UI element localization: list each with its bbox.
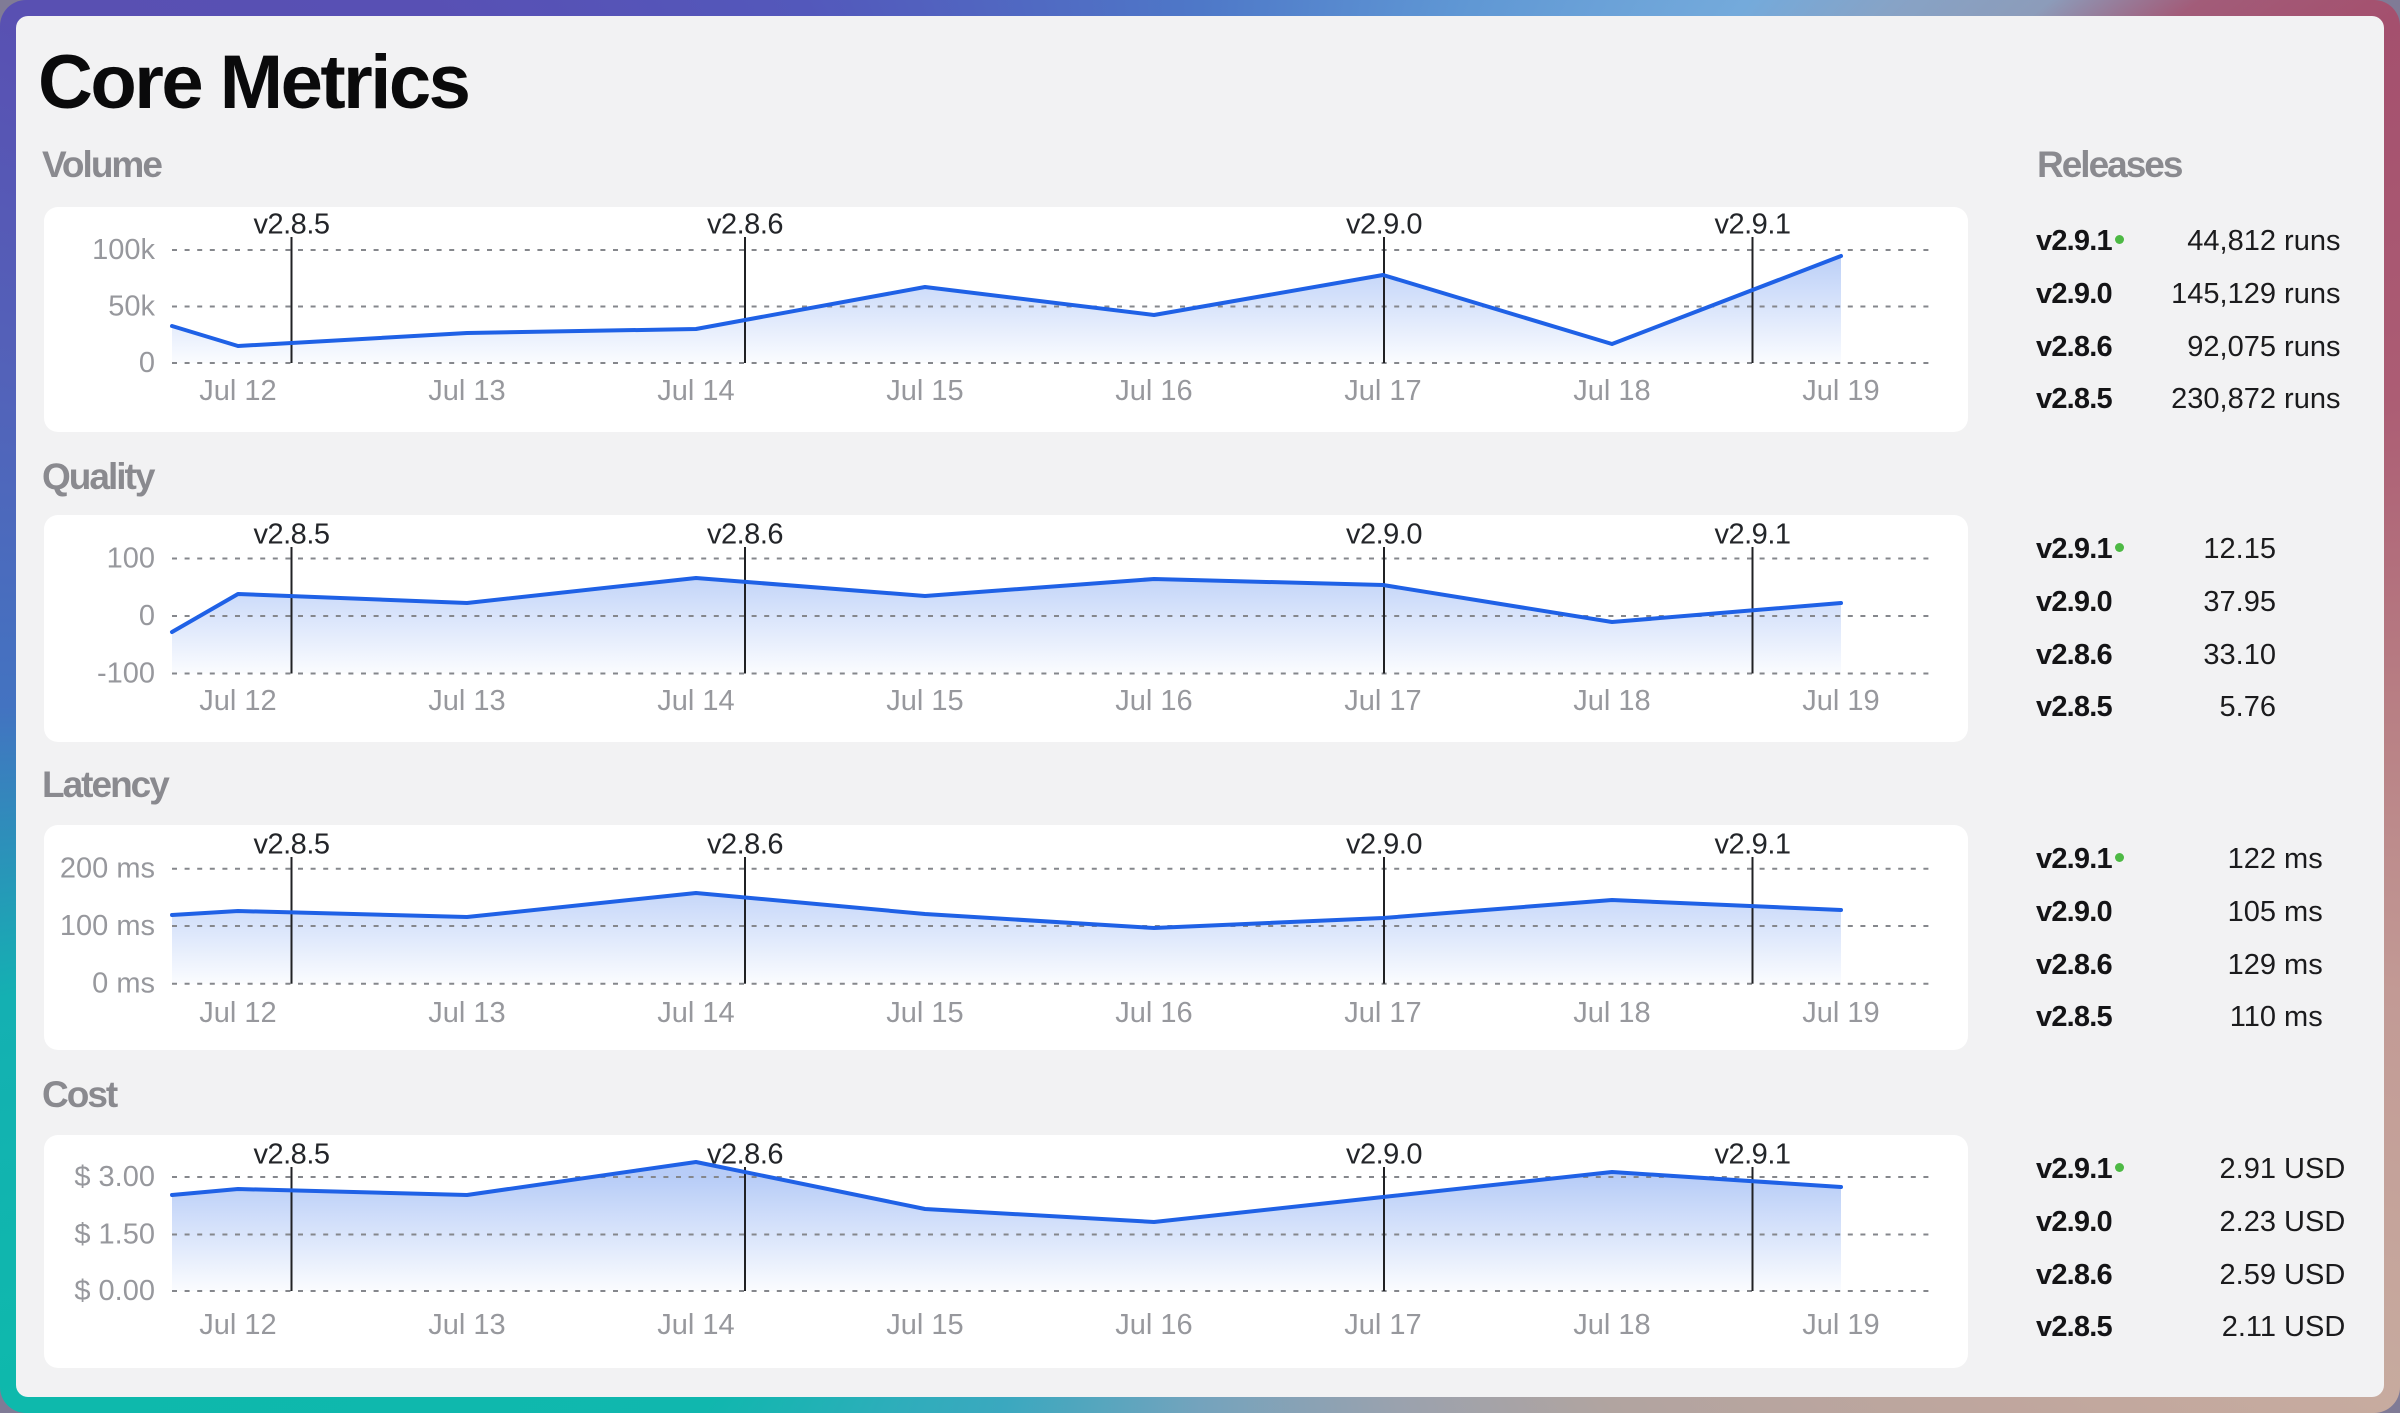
svg-text:Jul 12: Jul 12 (199, 375, 276, 407)
svg-text:100: 100 (107, 543, 155, 575)
svg-text:Jul 12: Jul 12 (199, 685, 276, 717)
svg-text:Jul 19: Jul 19 (1802, 685, 1879, 717)
svg-text:Jul 12: Jul 12 (199, 997, 276, 1029)
svg-text:v2.8.6: v2.8.6 (707, 209, 783, 241)
svg-text:Jul 13: Jul 13 (428, 997, 505, 1029)
svg-text:$ 0.00: $ 0.00 (74, 1275, 155, 1307)
svg-text:Jul 15: Jul 15 (886, 685, 963, 717)
svg-text:Jul 16: Jul 16 (1115, 685, 1192, 717)
svg-text:Jul 15: Jul 15 (886, 375, 963, 407)
svg-text:v2.8.5: v2.8.5 (254, 829, 330, 861)
svg-text:Jul 16: Jul 16 (1115, 375, 1192, 407)
svg-text:Jul 12: Jul 12 (199, 1309, 276, 1341)
svg-text:0: 0 (139, 347, 155, 379)
svg-text:v2.9.1: v2.9.1 (1715, 829, 1791, 861)
svg-text:Jul 13: Jul 13 (428, 1309, 505, 1341)
svg-text:50k: 50k (108, 291, 155, 323)
svg-text:0 ms: 0 ms (92, 968, 155, 1000)
svg-text:v2.9.0: v2.9.0 (1346, 829, 1422, 861)
svg-text:v2.9.1: v2.9.1 (1715, 1139, 1791, 1171)
svg-text:$ 1.50: $ 1.50 (74, 1219, 155, 1251)
svg-text:Jul 15: Jul 15 (886, 1309, 963, 1341)
svg-text:Jul 13: Jul 13 (428, 375, 505, 407)
svg-text:$ 3.00: $ 3.00 (74, 1161, 155, 1193)
svg-text:v2.9.1: v2.9.1 (1715, 209, 1791, 241)
svg-text:Jul 14: Jul 14 (657, 1309, 734, 1341)
svg-text:Jul 18: Jul 18 (1573, 997, 1650, 1029)
svg-text:v2.9.0: v2.9.0 (1346, 209, 1422, 241)
svg-text:Jul 17: Jul 17 (1344, 375, 1421, 407)
svg-text:v2.8.5: v2.8.5 (254, 209, 330, 241)
svg-text:Jul 14: Jul 14 (657, 997, 734, 1029)
svg-text:Jul 17: Jul 17 (1344, 685, 1421, 717)
svg-text:200 ms: 200 ms (60, 853, 155, 885)
svg-text:Jul 18: Jul 18 (1573, 375, 1650, 407)
svg-text:v2.9.0: v2.9.0 (1346, 519, 1422, 551)
svg-text:Jul 19: Jul 19 (1802, 997, 1879, 1029)
svg-text:100 ms: 100 ms (60, 910, 155, 942)
svg-text:100k: 100k (92, 234, 155, 266)
svg-text:Jul 16: Jul 16 (1115, 1309, 1192, 1341)
svg-text:Jul 13: Jul 13 (428, 685, 505, 717)
svg-text:Jul 17: Jul 17 (1344, 997, 1421, 1029)
svg-text:Jul 17: Jul 17 (1344, 1309, 1421, 1341)
svg-text:0: 0 (139, 600, 155, 632)
svg-text:v2.8.5: v2.8.5 (254, 1139, 330, 1171)
svg-text:Jul 16: Jul 16 (1115, 997, 1192, 1029)
svg-text:Jul 18: Jul 18 (1573, 1309, 1650, 1341)
svg-text:Jul 18: Jul 18 (1573, 685, 1650, 717)
svg-text:Jul 14: Jul 14 (657, 685, 734, 717)
svg-text:Jul 19: Jul 19 (1802, 1309, 1879, 1341)
svg-text:-100: -100 (97, 658, 155, 690)
svg-text:v2.8.5: v2.8.5 (254, 519, 330, 551)
svg-text:v2.8.6: v2.8.6 (707, 519, 783, 551)
svg-text:v2.9.1: v2.9.1 (1715, 519, 1791, 551)
svg-text:v2.9.0: v2.9.0 (1346, 1139, 1422, 1171)
svg-text:v2.8.6: v2.8.6 (707, 829, 783, 861)
svg-text:Jul 15: Jul 15 (886, 997, 963, 1029)
svg-text:Jul 19: Jul 19 (1802, 375, 1879, 407)
svg-text:Jul 14: Jul 14 (657, 375, 734, 407)
